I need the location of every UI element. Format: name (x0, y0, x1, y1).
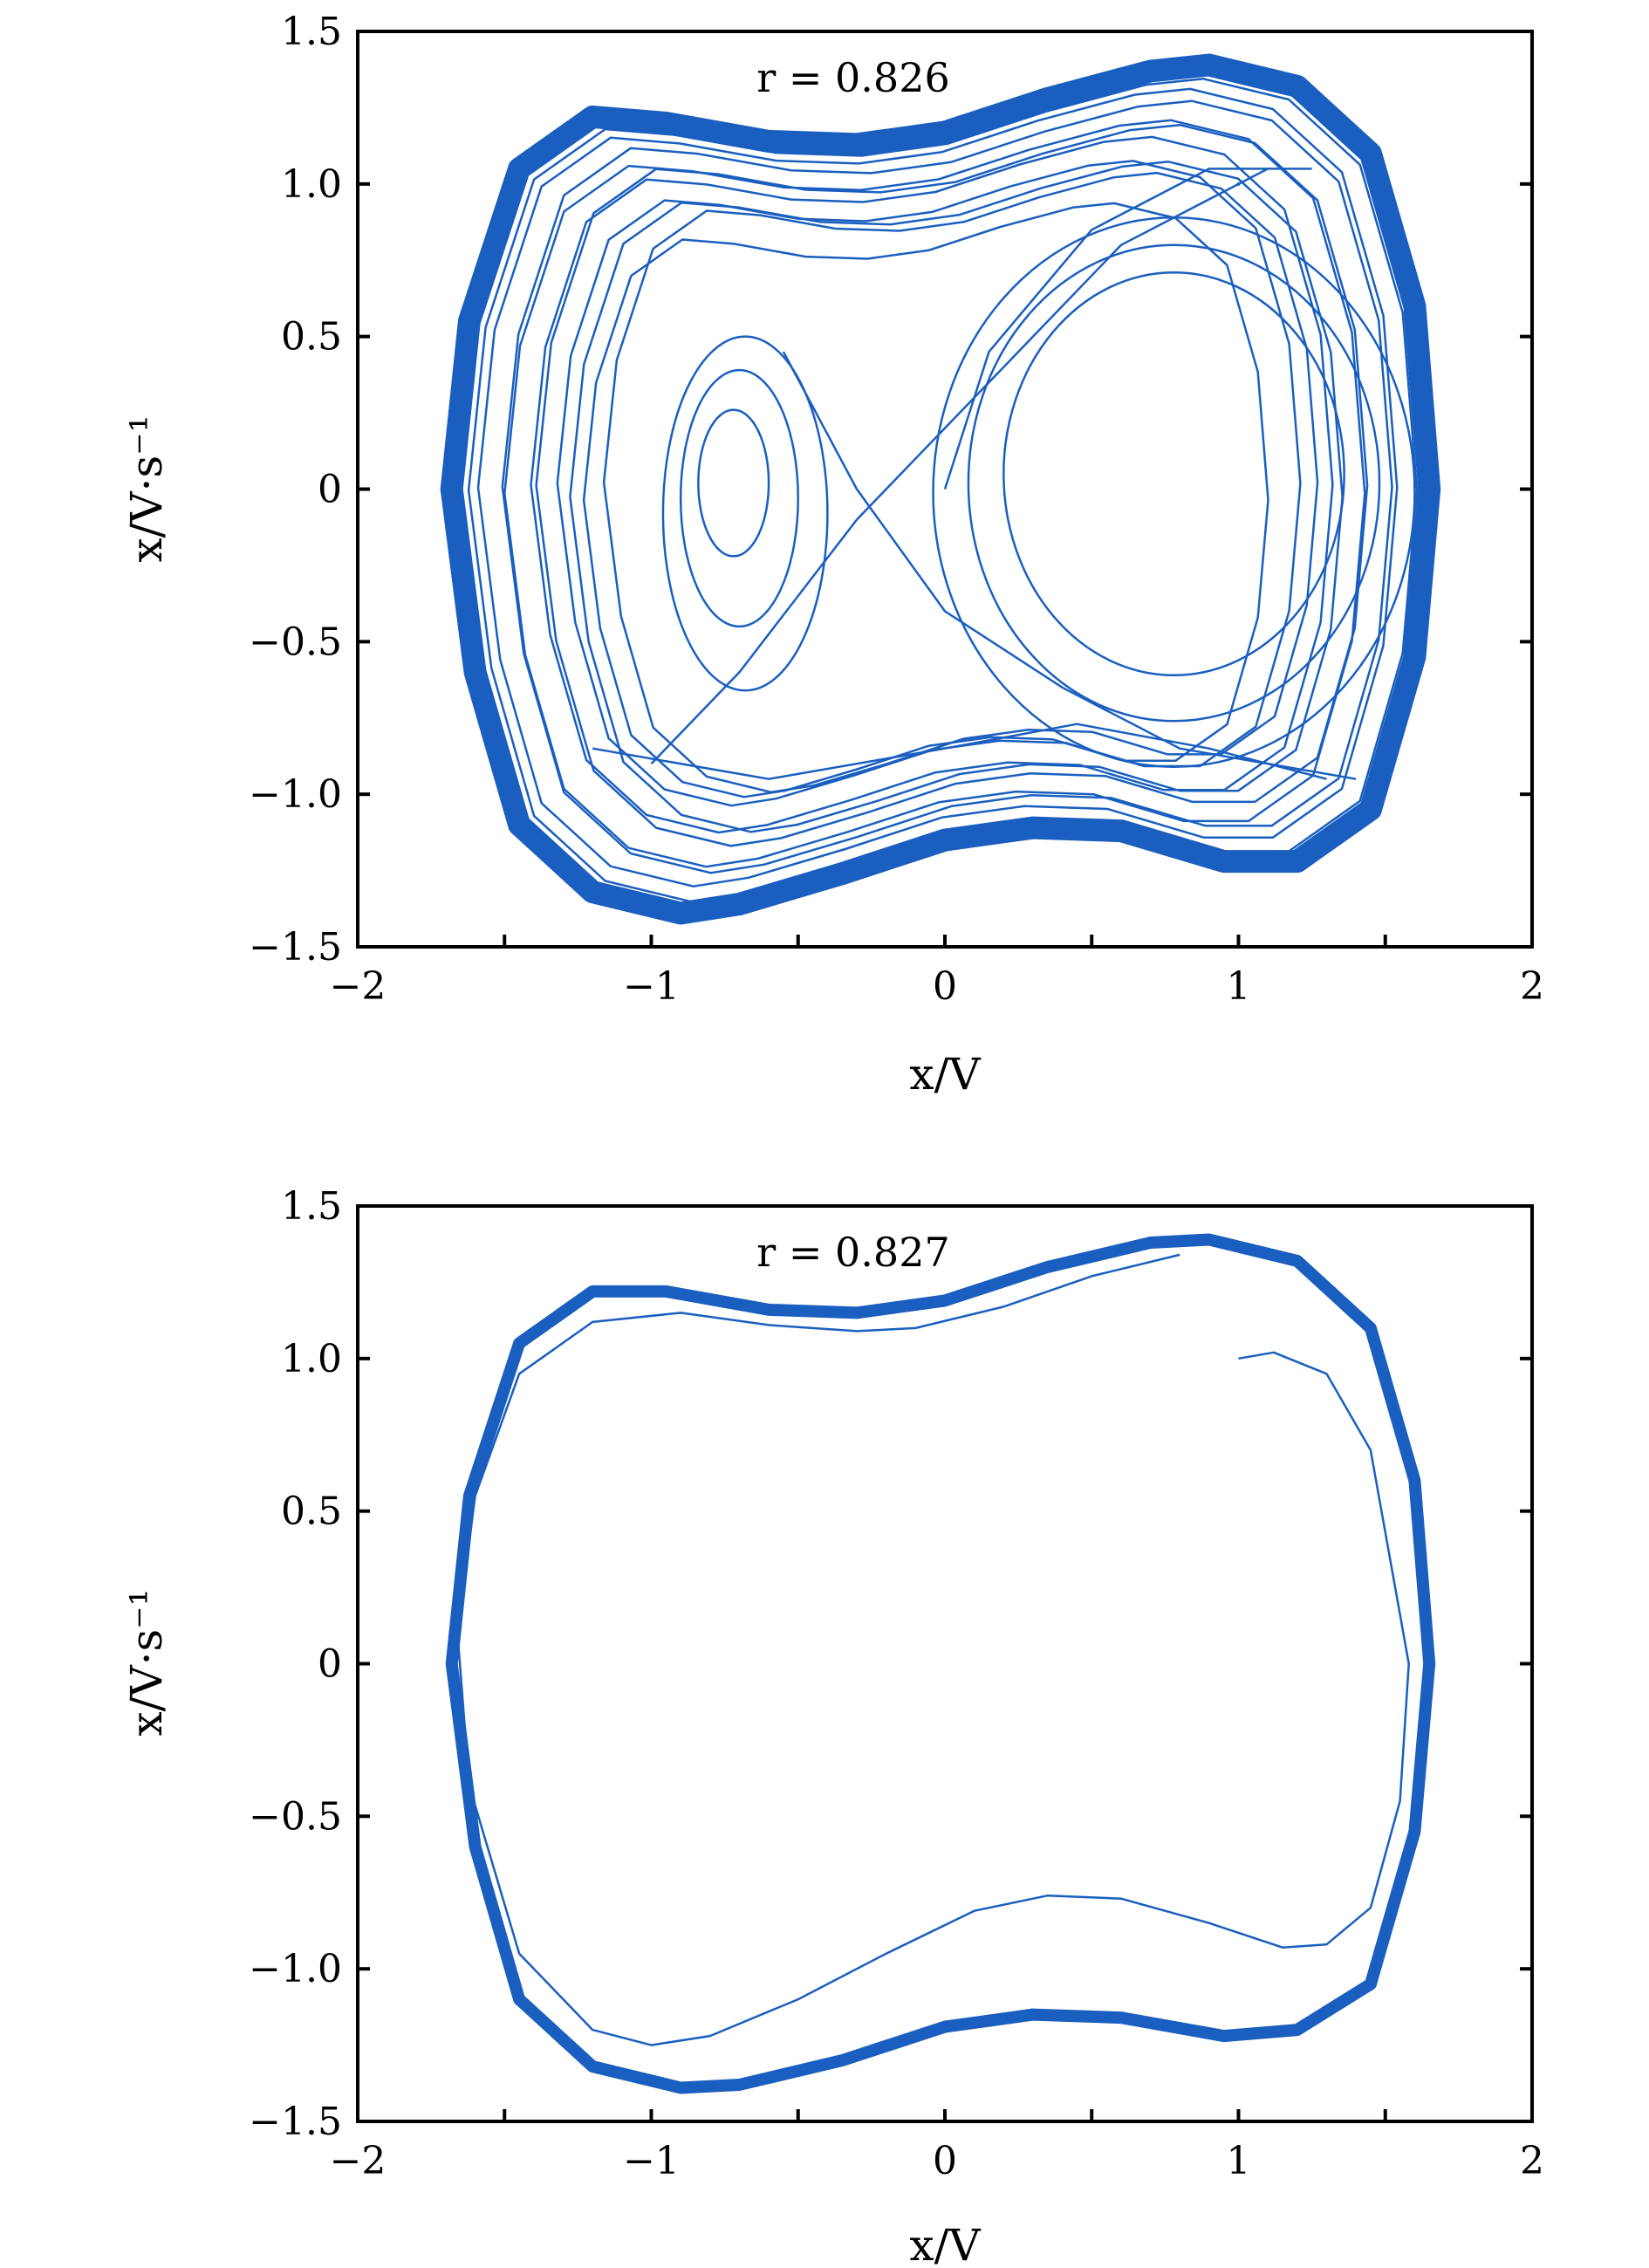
y-tick-label: 1.5 (281, 1184, 342, 1229)
y-tick-label: −0.5 (249, 620, 342, 664)
x-axis-title: x/V (909, 1049, 981, 1100)
attractor-branch (782, 351, 1357, 780)
y-tick-label: 1.5 (281, 10, 342, 54)
limit-cycle (445, 1233, 1436, 2094)
attractor-orbit (501, 99, 1393, 874)
axis-ticks: −2 −1 0 1 2 −1.5 −1.0 −0.5 0 0.5 1.0 1.5 (249, 1184, 1544, 2183)
attractor-left-loop (697, 408, 770, 558)
plot-frame (356, 1204, 1534, 2123)
attractor-left-loop (679, 368, 800, 628)
y-tick-label: 0 (318, 468, 342, 512)
x-tick-label: −2 (330, 964, 387, 1009)
plot-area (445, 1233, 1436, 2094)
attractor-branch (650, 168, 1269, 765)
x-tick-label: 2 (1520, 964, 1544, 1009)
y-tick-label: 0.5 (281, 1490, 342, 1534)
y-tick-label: −1.0 (249, 772, 342, 817)
x-tick-label: −1 (623, 2139, 680, 2183)
transient-start-point (1236, 182, 1241, 186)
annotation-label: r = 0.827 (756, 1229, 949, 1276)
y-tick-label: −1.5 (249, 925, 342, 970)
y-tick-label: 1.0 (281, 1337, 342, 1381)
x-axis-title: x/V (909, 2220, 981, 2268)
x-tick-label: 2 (1520, 2139, 1544, 2183)
y-axis-title: x/V·s⁻¹ (121, 415, 172, 562)
y-axis-title: x/V·s⁻¹ (121, 1588, 172, 1736)
y-tick-label: 1.0 (281, 162, 342, 207)
attractor-orbit (582, 202, 1269, 798)
x-tick-label: −1 (623, 964, 680, 1009)
attractor-orbit (602, 171, 1319, 794)
y-tick-label: −1.5 (249, 2100, 342, 2144)
attractor-outer-band (440, 53, 1441, 925)
axis-ticks: −2 −1 0 1 2 −1.5 −1.0 −0.5 0 0.5 1.0 1.5 (249, 10, 1544, 1009)
x-tick-label: 1 (1227, 2139, 1251, 2183)
attractor-right-loop (967, 243, 1381, 723)
x-tick-label: 0 (933, 964, 957, 1009)
annotation-label: r = 0.826 (756, 54, 949, 101)
panel-r-0826: −2 −1 0 1 2−1.5−1.0−0.500.51.01.5 r = 0.826 … (121, 10, 1544, 1100)
y-tick-label: −0.5 (249, 1794, 342, 1839)
y-tick-label: 0 (318, 1642, 342, 1687)
attractor-left-loop (661, 335, 829, 692)
attractor-orbit (476, 87, 1399, 887)
panel-r-0827: −2 −1 0 1 2−1.5−1.0−0.500.51.01.5 r = 0.827 … (121, 1184, 1544, 2268)
y-tick-label: −1.0 (249, 1947, 342, 1991)
attractor-orbit (569, 161, 1344, 833)
attractor-orbit (556, 160, 1302, 807)
transient-trajectory (456, 1253, 1410, 2046)
plot-area (440, 53, 1441, 925)
attractor-orbit (503, 119, 1366, 868)
attractor-orbit (530, 135, 1334, 834)
x-tick-label: −2 (330, 2139, 387, 2183)
attractor-right-loop (1002, 271, 1345, 677)
y-tick-label: 0.5 (281, 315, 342, 360)
attractor-orbit (467, 78, 1419, 903)
attractor-branch (592, 723, 1327, 780)
attractor-branch (943, 168, 1312, 490)
x-tick-label: 1 (1227, 964, 1251, 1009)
x-tick-label: 0 (933, 2139, 957, 2183)
attractor-orbit (535, 123, 1369, 847)
